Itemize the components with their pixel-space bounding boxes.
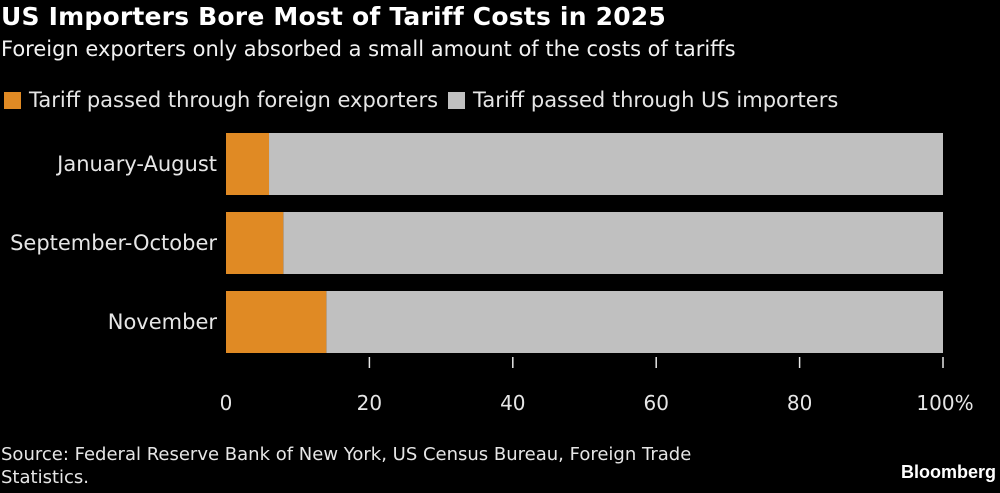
x-tick-label: 100% bbox=[916, 391, 973, 415]
category-label: September-October bbox=[10, 231, 217, 255]
bloomberg-logo: Bloomberg bbox=[900, 462, 996, 482]
bar-us-importers-2 bbox=[326, 291, 943, 353]
bar-foreign-exporters-2 bbox=[226, 291, 327, 353]
bar-us-importers-1 bbox=[283, 212, 943, 274]
chart-subtitle: Foreign exporters only absorbed a small … bbox=[1, 37, 736, 61]
legend-item-foreign-exporters: Tariff passed through foreign exporters bbox=[4, 88, 438, 112]
category-label: January-August bbox=[55, 152, 217, 176]
x-tick-label: 40 bbox=[500, 391, 525, 415]
legend-swatch-foreign-exporters bbox=[4, 91, 21, 109]
legend-swatch-us-importers bbox=[448, 91, 466, 109]
legend: Tariff passed through foreign exporters … bbox=[4, 88, 848, 112]
x-tick-label: 80 bbox=[787, 391, 812, 415]
source-note: Source: Federal Reserve Bank of New York… bbox=[1, 444, 692, 488]
x-tick-label: 0 bbox=[220, 391, 233, 415]
bar-foreign-exporters-0 bbox=[226, 133, 270, 195]
chart-title: US Importers Bore Most of Tariff Costs i… bbox=[1, 2, 666, 31]
bar-foreign-exporters-1 bbox=[226, 212, 284, 274]
bar-us-importers-0 bbox=[269, 133, 943, 195]
legend-label-us-importers: Tariff passed through US importers bbox=[473, 88, 839, 112]
x-tick-label: 20 bbox=[357, 391, 382, 415]
legend-label-foreign-exporters: Tariff passed through foreign exporters bbox=[29, 88, 439, 112]
legend-item-us-importers: Tariff passed through US importers bbox=[448, 88, 838, 112]
x-tick-label: 60 bbox=[643, 391, 668, 415]
category-label: November bbox=[108, 310, 218, 334]
